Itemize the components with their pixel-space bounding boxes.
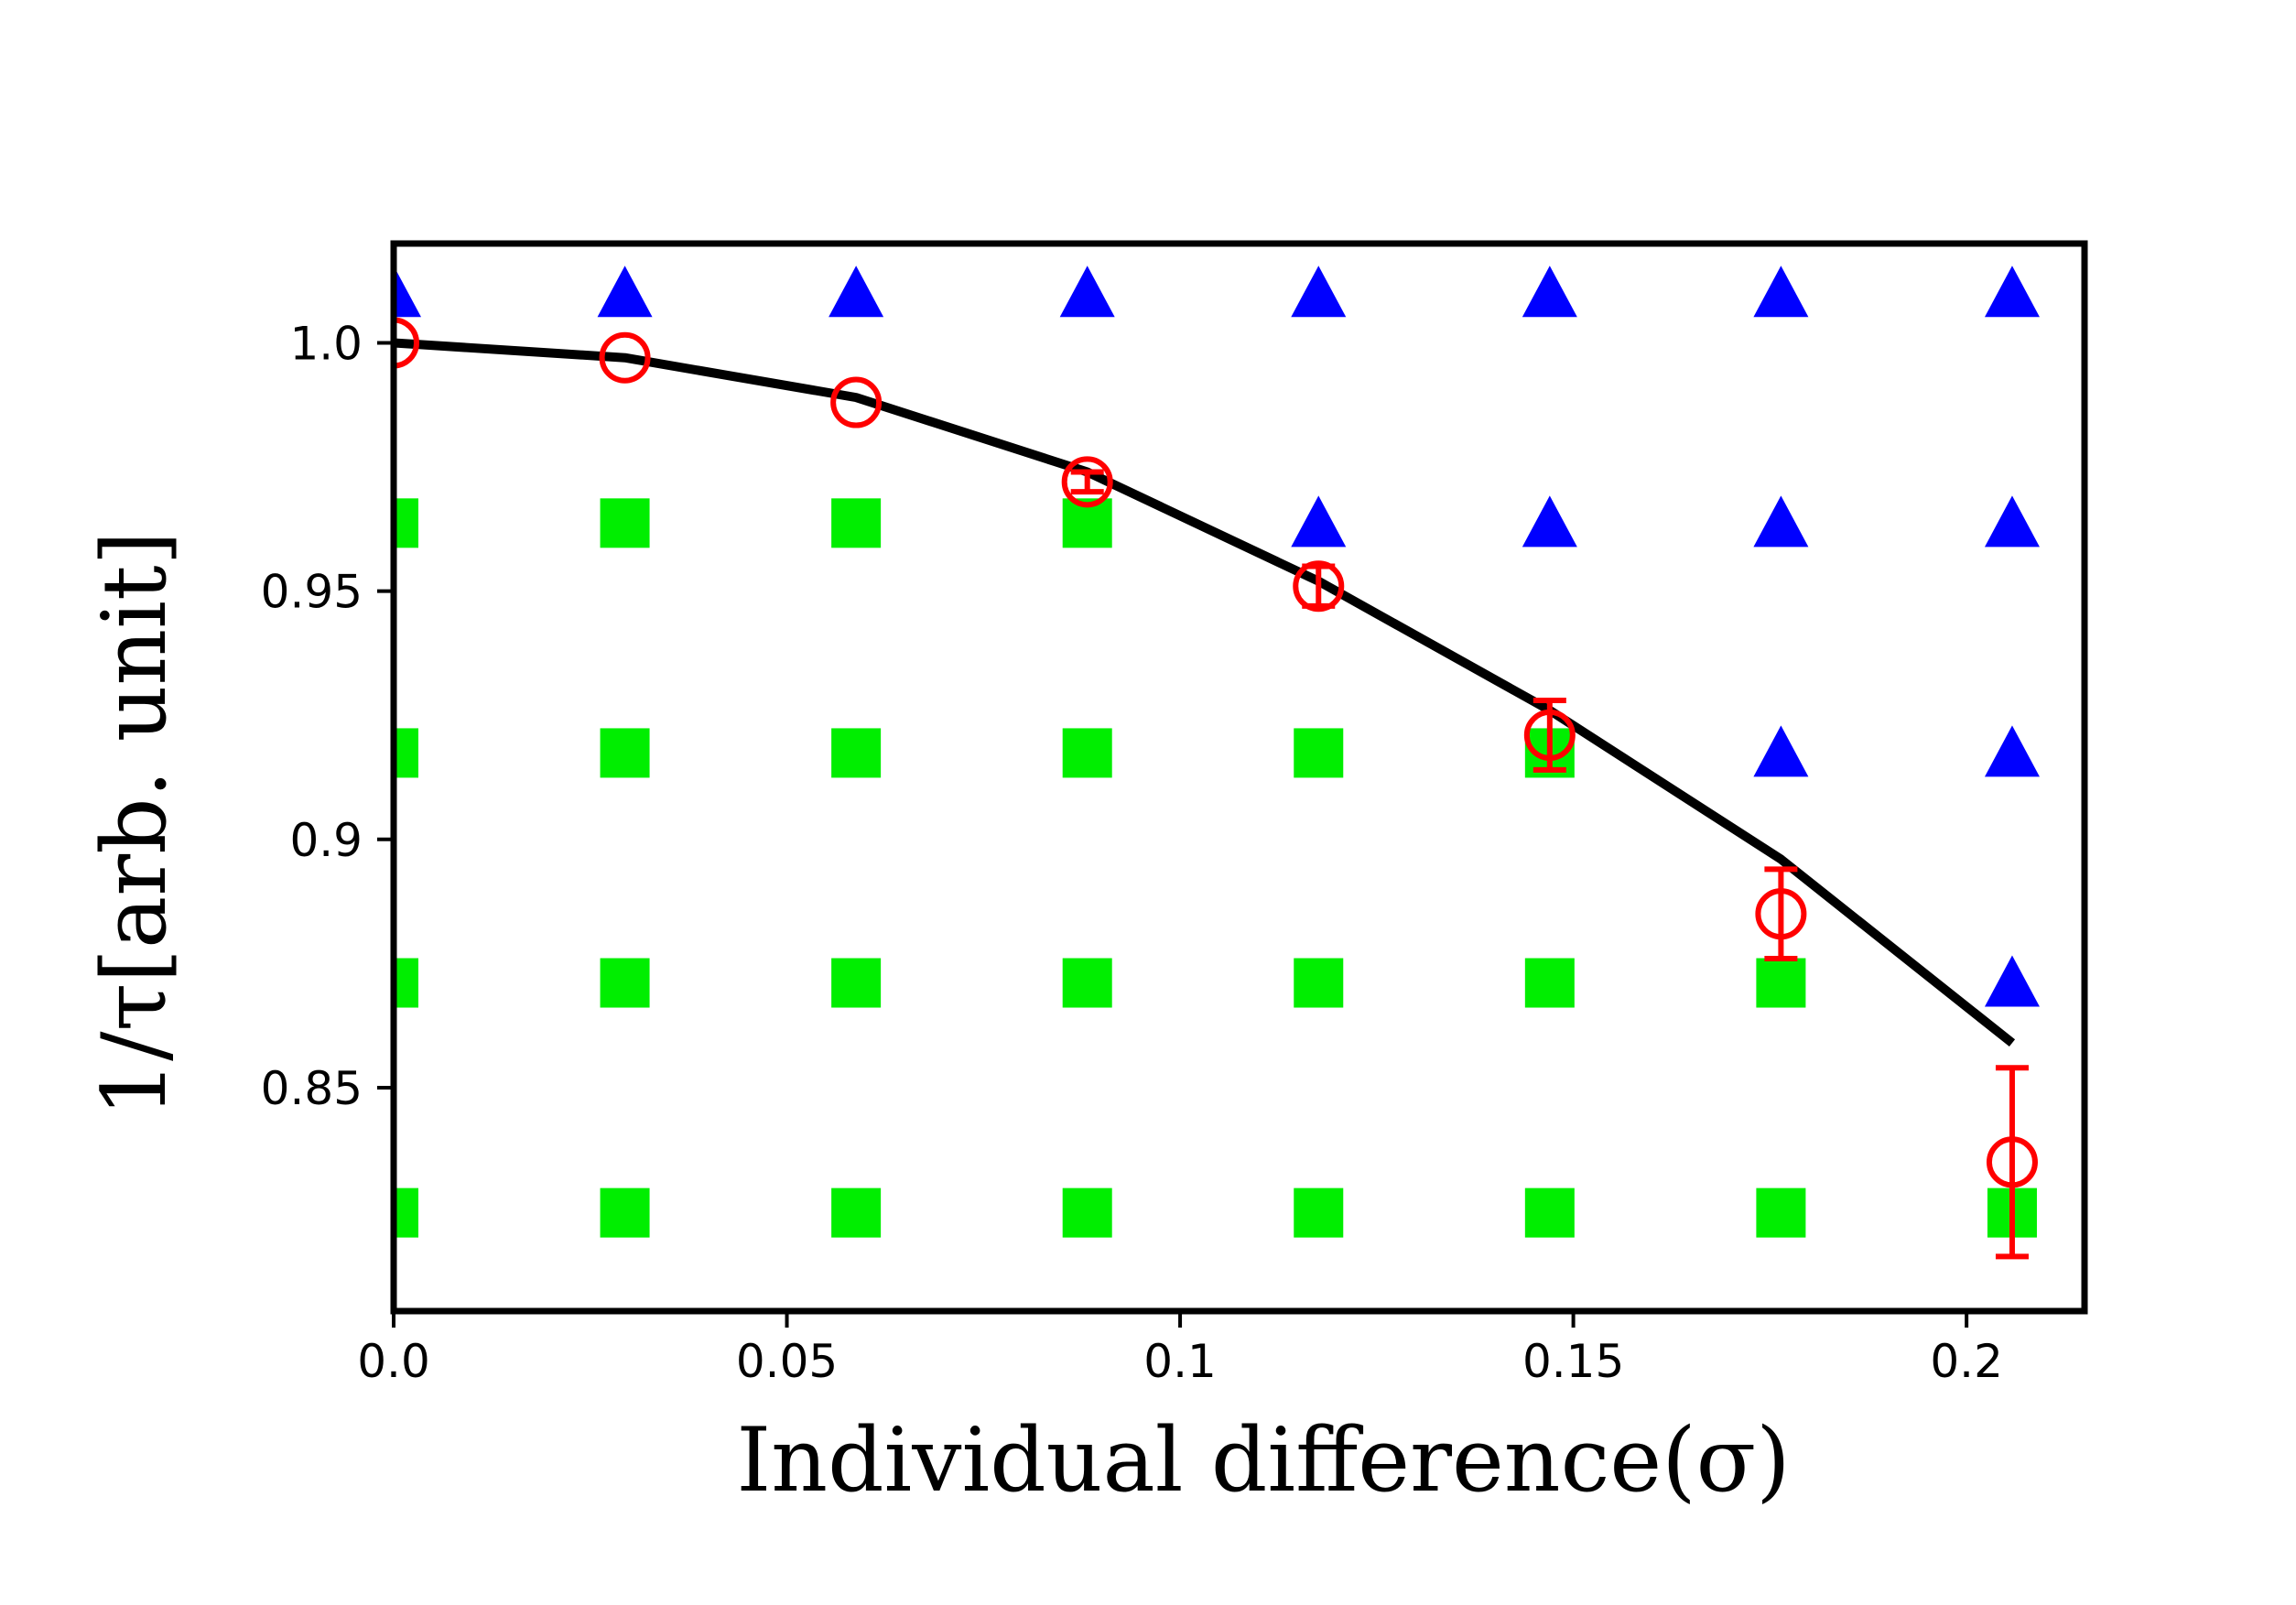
triangle-marker [1522,266,1577,318]
triangle-marker [1059,266,1115,318]
plot-area [394,266,2040,1260]
square-marker [600,1187,650,1238]
square-marker [394,1187,418,1238]
x-axis-title: Individual difference(σ) [736,1409,1790,1512]
square-marker [600,498,650,548]
square-marker [394,728,418,778]
triangle-marker [1291,495,1347,548]
square-marker [1062,728,1112,778]
circle-marker [599,331,651,384]
triangle-marker [1753,725,1809,777]
square-marker [1062,958,1112,1008]
square-marker [1294,1187,1344,1238]
x-tick-label: 0.2 [1930,1335,2003,1388]
x-tick-label: 0.1 [1143,1335,1217,1388]
triangle-marker [1984,495,2040,548]
square-marker [1524,1187,1575,1238]
triangle-marker [1984,266,2040,318]
y-axis-title: 1/τ[arb. unit] [83,531,186,1117]
fit-line [394,338,2016,1047]
y-tick-label: 0.9 [289,814,363,867]
x-tick-label: 0.15 [1522,1335,1624,1388]
triangle-marker [597,266,653,318]
plot-frame [390,240,2088,1315]
circle-marker [1755,888,1807,940]
circle-marker [1523,709,1576,761]
circle-marker [1293,560,1345,613]
square-marker [831,728,882,778]
triangle-marker [1753,495,1809,548]
triangle-marker [394,266,421,318]
square-marker [831,1187,882,1238]
square-marker [394,498,418,548]
x-tick-label: 0.0 [357,1335,430,1388]
y-tick-label: 1.0 [289,317,363,370]
y-tick-label: 0.85 [261,1062,363,1115]
triangle-marker [829,266,884,318]
square-marker [1524,958,1575,1008]
square-marker [600,728,650,778]
plot-marks [394,266,2040,1260]
square-marker [1756,1187,1806,1238]
square-marker [394,958,418,1008]
y-tick-label: 0.95 [261,566,363,619]
x-tick-label: 0.05 [736,1335,838,1388]
square-marker [1294,958,1344,1008]
triangle-marker [1984,955,2040,1007]
square-marker [1756,958,1806,1008]
triangle-marker [1753,266,1809,318]
square-marker [831,958,882,1008]
triangle-marker [1984,725,2040,777]
square-marker [1294,728,1344,778]
circle-marker [1986,1136,2038,1188]
circle-marker [1061,456,1113,508]
triangle-marker [1291,266,1347,318]
circle-marker [394,317,419,369]
axis-ticks: 0.0 0.05 0.1 0.15 0.2 0.85 0.9 0.95 1.0 [261,317,2003,1388]
circle-marker [830,376,883,428]
square-marker [1062,1187,1112,1238]
square-marker [831,498,882,548]
triangle-marker [1522,495,1577,548]
square-marker [600,958,650,1008]
